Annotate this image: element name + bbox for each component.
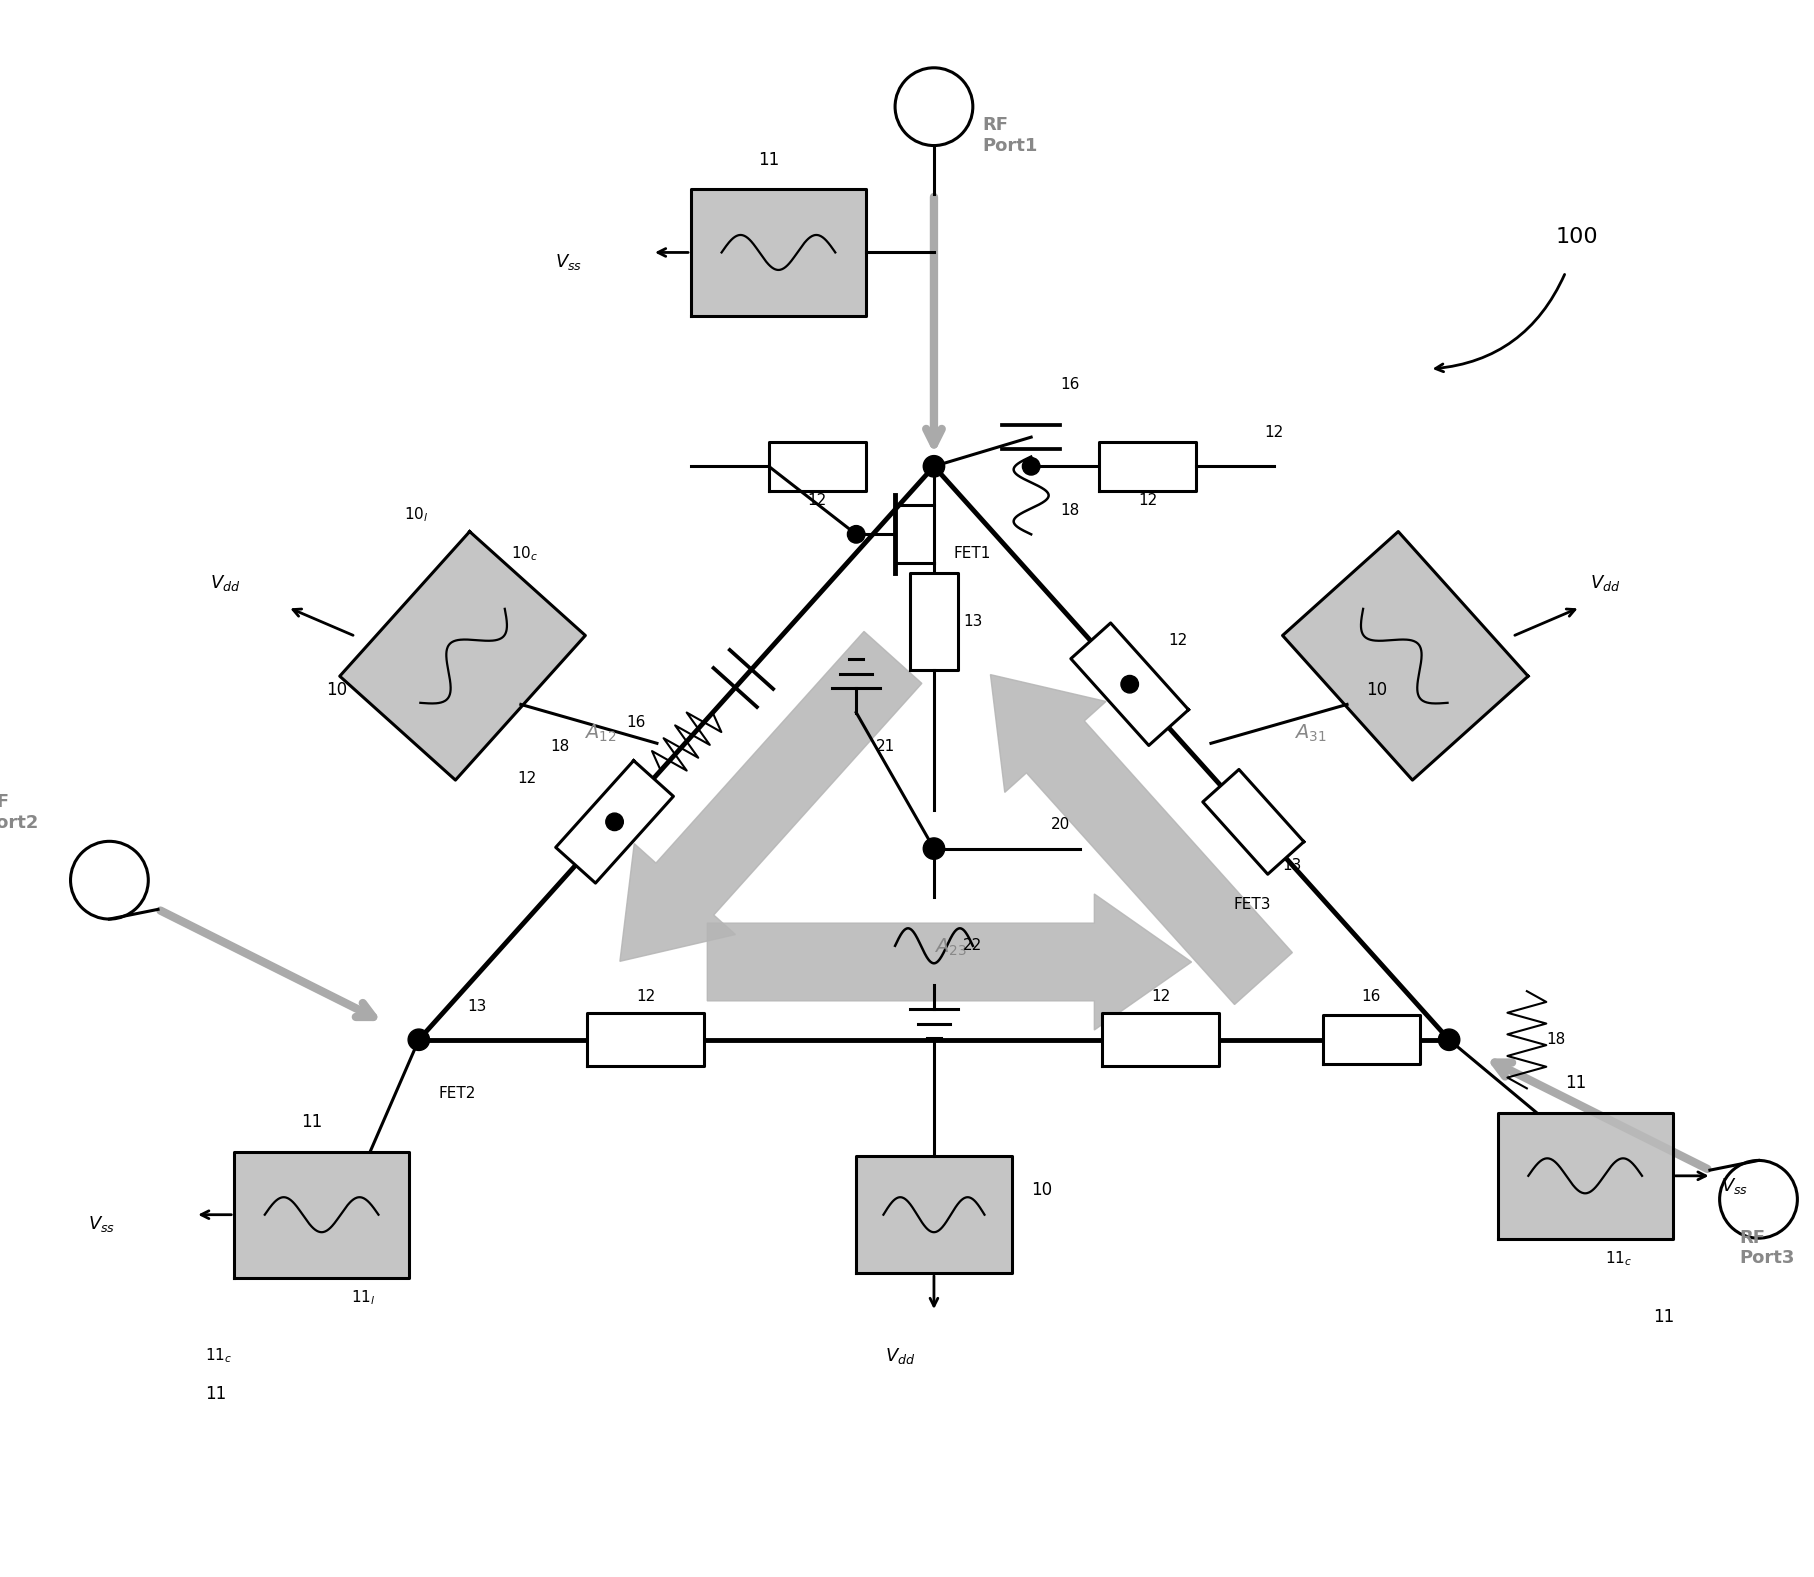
Text: 11: 11 [205,1385,227,1404]
Text: 11: 11 [1565,1074,1585,1093]
Text: 13: 13 [1282,858,1302,874]
Text: 18: 18 [1061,503,1079,517]
Polygon shape [691,189,865,315]
Polygon shape [1322,1016,1420,1064]
Text: RF
Port3: RF Port3 [1740,1228,1794,1268]
Text: 10: 10 [1030,1181,1052,1199]
Polygon shape [707,894,1192,1030]
Text: 12: 12 [1168,634,1188,648]
Text: $V_{dd}$: $V_{dd}$ [885,1345,916,1366]
Text: 12: 12 [517,771,537,785]
Text: 16: 16 [1061,377,1079,391]
Text: $A_{12}$: $A_{12}$ [584,722,617,744]
Circle shape [923,837,945,859]
Text: 12: 12 [1152,989,1170,1005]
Text: FET1: FET1 [954,546,990,561]
Text: $A_{23}$: $A_{23}$ [934,937,967,957]
Circle shape [606,814,624,831]
Text: RF
Port1: RF Port1 [983,117,1038,155]
Text: $V_{dd}$: $V_{dd}$ [210,572,239,593]
Text: 16: 16 [1362,989,1380,1005]
Text: $11_c$: $11_c$ [1605,1249,1633,1268]
Polygon shape [1498,1113,1673,1240]
Polygon shape [1282,531,1527,781]
Text: 18: 18 [551,740,570,754]
Polygon shape [1203,770,1304,874]
Circle shape [1023,457,1039,475]
Text: $11_c$: $11_c$ [205,1347,232,1366]
Text: 11: 11 [301,1113,323,1131]
Text: FET2: FET2 [439,1087,475,1101]
Text: 12: 12 [1264,426,1284,440]
Circle shape [1121,675,1139,692]
Polygon shape [1070,623,1188,746]
Text: 16: 16 [626,714,646,730]
Text: 10: 10 [1366,681,1388,699]
Text: 11: 11 [1653,1307,1674,1326]
Text: 11: 11 [758,151,780,169]
Polygon shape [1099,442,1197,490]
Polygon shape [769,442,865,490]
Text: 22: 22 [963,938,983,953]
Circle shape [847,525,865,542]
Text: 12: 12 [1137,494,1157,508]
Circle shape [923,456,945,476]
Text: $V_{ss}$: $V_{ss}$ [1721,1175,1749,1195]
Text: 12: 12 [637,989,655,1005]
Text: $11_l$: $11_l$ [350,1288,375,1307]
Text: RF
Port2: RF Port2 [0,793,38,831]
Polygon shape [555,760,673,883]
Polygon shape [234,1151,410,1277]
Polygon shape [909,572,958,670]
Text: $A_{31}$: $A_{31}$ [1293,722,1326,744]
Polygon shape [339,531,586,781]
Circle shape [408,1030,430,1050]
Text: $V_{ss}$: $V_{ss}$ [89,1214,116,1235]
Text: 13: 13 [468,998,486,1014]
Text: $10_l$: $10_l$ [405,506,428,525]
Text: 100: 100 [1556,227,1598,246]
Text: FET3: FET3 [1234,897,1272,913]
Text: $V_{dd}$: $V_{dd}$ [1591,572,1620,593]
Polygon shape [1103,1012,1219,1066]
Text: $10_c$: $10_c$ [512,544,539,563]
Circle shape [1439,1030,1460,1050]
Text: 13: 13 [963,615,983,629]
Text: 18: 18 [1546,1033,1565,1047]
Text: 20: 20 [1050,817,1070,833]
Polygon shape [588,1012,704,1066]
Text: $V_{ss}$: $V_{ss}$ [555,252,582,273]
Text: 10: 10 [327,681,348,699]
Text: 12: 12 [807,494,827,508]
Polygon shape [620,631,922,962]
Polygon shape [856,1156,1012,1273]
Text: 21: 21 [876,740,894,754]
Polygon shape [990,675,1292,1005]
